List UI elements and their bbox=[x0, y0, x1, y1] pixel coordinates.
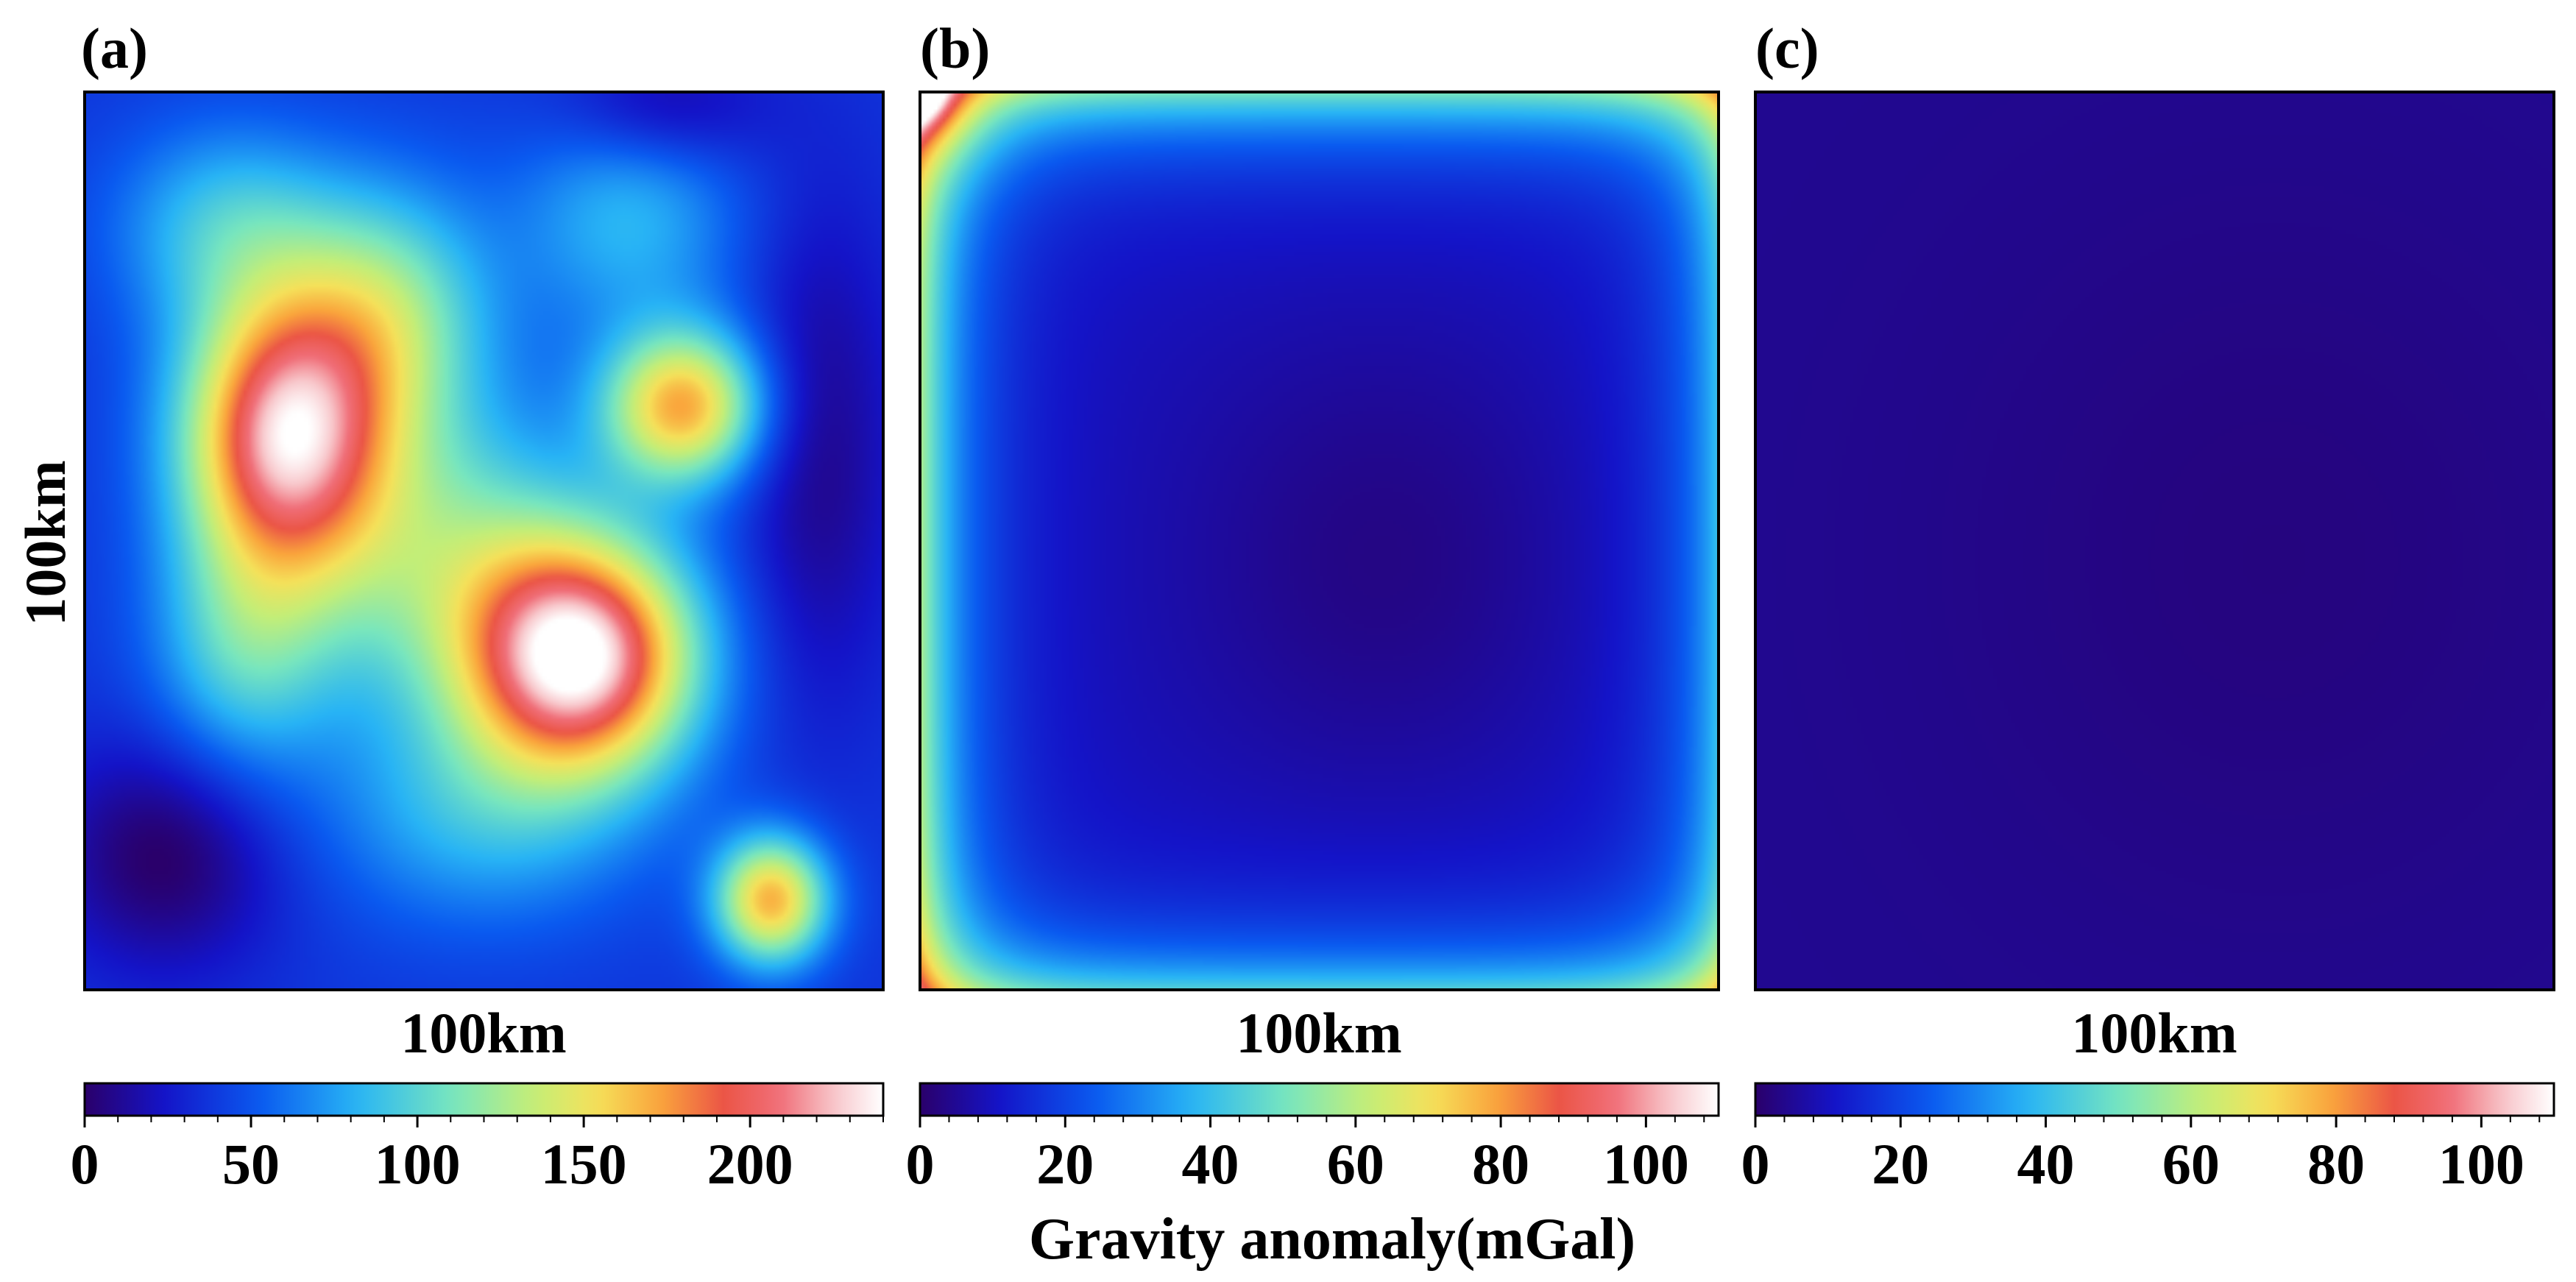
panel-b-colorbar-tick-label: 20 bbox=[1036, 1132, 1094, 1196]
panel-c-xlabel: 100km bbox=[2071, 1001, 2237, 1065]
panel-c-heatmap bbox=[1755, 92, 2554, 990]
panel-c-colorbar-tick-label: 60 bbox=[2162, 1132, 2220, 1196]
panel-a-colorbar-tick-label: 0 bbox=[71, 1132, 99, 1196]
panel-a-colorbar-tick-label: 150 bbox=[541, 1132, 627, 1196]
panel-b-xlabel: 100km bbox=[1236, 1001, 1401, 1065]
panel-b-colorbar-tick-label: 0 bbox=[906, 1132, 935, 1196]
panel-b-colorbar-tick-label: 60 bbox=[1327, 1132, 1384, 1196]
panel-b: (b) 100km 0 20 40 60 80 100 bbox=[906, 16, 1720, 1196]
panel-a-frame bbox=[83, 91, 885, 991]
panel-b-colorbar: 0 20 40 60 80 100 bbox=[906, 1082, 1720, 1196]
panel-b-frame bbox=[919, 91, 1720, 991]
panel-b-colorbar-bar bbox=[919, 1082, 1720, 1117]
panel-b-colorbar-tick-label: 40 bbox=[1182, 1132, 1239, 1196]
panel-a-colorbar-tick-label: 50 bbox=[222, 1132, 280, 1196]
panel-c-colorbar-bar bbox=[1754, 1082, 2555, 1117]
panel-c-colorbar-tick-label: 0 bbox=[1741, 1132, 1770, 1196]
panel-c-colorbar-tick-label: 100 bbox=[2438, 1132, 2524, 1196]
panel-a-colorbar: 0 50 100 150 200 bbox=[71, 1082, 885, 1196]
colorbar-title: Gravity anomaly(mGal) bbox=[1029, 1207, 1635, 1272]
panel-b-colorbar-tick-label: 100 bbox=[1603, 1132, 1689, 1196]
panel-c-colorbar: 0 20 40 60 80 100 bbox=[1741, 1082, 2555, 1196]
panel-b-label: (b) bbox=[920, 16, 990, 80]
panel-b-heatmap bbox=[920, 92, 1719, 990]
panel-c-frame bbox=[1754, 91, 2555, 991]
panel-a-heatmap bbox=[85, 92, 883, 990]
panel-c-colorbar-tick-label: 20 bbox=[1872, 1132, 1929, 1196]
panel-c: (c) 100km 0 20 40 60 80 100 bbox=[1741, 16, 2555, 1196]
panel-c-label: (c) bbox=[1755, 16, 1819, 80]
panel-b-colorbar-tick-label: 80 bbox=[1472, 1132, 1529, 1196]
panel-a-xlabel: 100km bbox=[400, 1001, 566, 1065]
panel-a-colorbar-bar bbox=[83, 1082, 885, 1117]
panel-a-colorbar-tick-label: 200 bbox=[707, 1132, 793, 1196]
panel-a: (a) 100km 100km 0 50 100 150 200 bbox=[13, 16, 885, 1196]
panel-c-colorbar-tick-label: 40 bbox=[2017, 1132, 2075, 1196]
panel-a-ylabel: 100km bbox=[13, 460, 77, 626]
panel-c-colorbar-tick-label: 80 bbox=[2307, 1132, 2365, 1196]
panel-a-colorbar-tick-label: 100 bbox=[375, 1132, 461, 1196]
panel-a-label: (a) bbox=[81, 16, 148, 80]
